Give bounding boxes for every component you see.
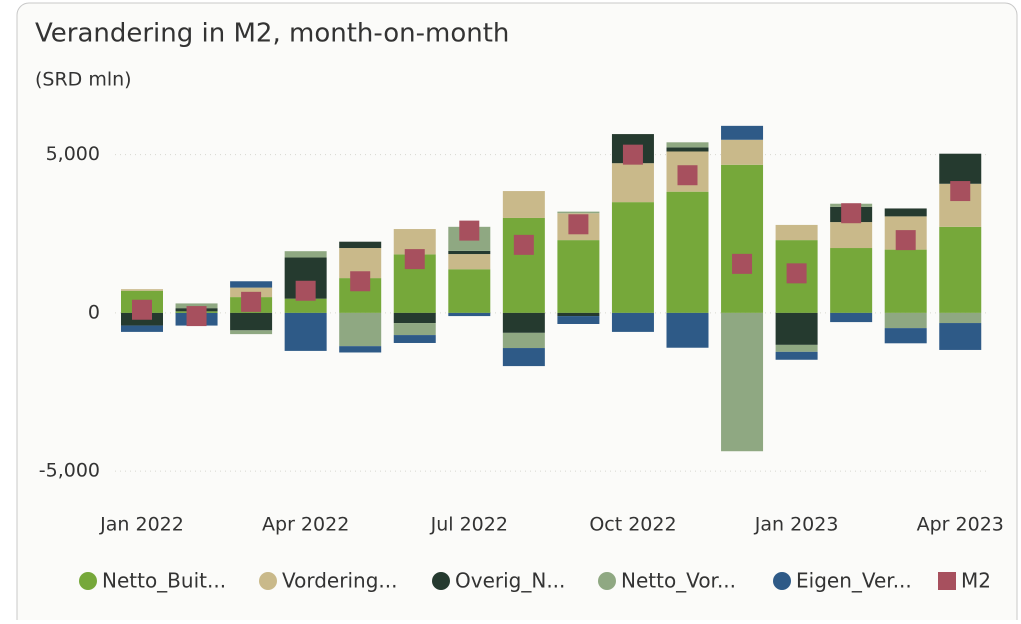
bar-segment [775,351,818,360]
bar-segment [284,251,327,258]
legend-swatch [432,572,450,590]
y-tick-label: -5,000 [39,460,100,482]
m2-marker [622,144,643,165]
bar-segment [339,346,382,353]
m2-marker [786,263,807,284]
m2-marker [568,214,589,235]
bar-segment [175,303,218,309]
chart-title: Verandering in M2, month-on-month [35,19,509,49]
bar-segment [557,312,600,317]
y-tick-label: 0 [88,301,100,323]
bar-segment [502,217,545,313]
bar-segment [884,312,927,329]
m2-marker [950,181,971,202]
m2-marker [350,271,371,292]
m2-marker [241,291,262,312]
x-tick-label: Apr 2022 [262,514,349,536]
bar-segment [939,312,982,324]
legend-swatch [598,572,616,590]
m2-marker [295,280,316,301]
legend-label: Eigen_Ver... [796,569,912,593]
bar-segment [230,281,273,288]
bar-segment [721,139,764,165]
legend-label: Netto_Buit... [102,569,226,593]
bar-segment [339,241,382,249]
bar-segment [284,312,327,351]
bar-segment [121,325,163,332]
legend-label: Vordering... [282,569,397,593]
bar-segment [830,248,873,313]
bar-segment [721,312,764,452]
bar-segment [121,289,163,291]
bar-segment [830,312,873,323]
y-tick-label: 5,000 [46,143,100,165]
x-tick-label: Apr 2023 [917,514,1004,536]
m2-marker [895,230,916,251]
x-tick-label: Oct 2022 [589,514,676,536]
bar-segment [502,332,545,349]
bar-segment [775,224,818,241]
bar-segment [230,312,273,331]
m2-marker [132,299,152,320]
legend-label: Overig_N... [455,569,565,593]
bar-segment [721,164,764,313]
bar-segment [939,323,982,350]
bar-segment [775,344,818,352]
bar-segment [939,153,982,184]
legend-swatch [773,572,791,590]
legend-label: Netto_Vor... [621,569,736,593]
bar-segment [884,249,927,313]
bar-segment [557,316,600,324]
bar-segment [666,147,709,152]
m2-marker [459,220,480,241]
bar-segment [611,163,654,203]
bar-segment [611,202,654,313]
m2-marker [513,234,534,255]
m2-marker [677,165,698,186]
x-tick-label: Jul 2022 [430,514,508,536]
bar-segment [557,211,600,214]
bar-segment [939,226,982,313]
bar-segment [884,208,927,217]
m2-marker [841,203,862,224]
x-tick-label: Jan 2022 [99,514,184,536]
bar-segment [393,312,436,324]
bar-segment [502,191,545,218]
bar-segment [502,348,545,367]
bar-segment [448,254,491,270]
bar-segment [284,298,327,313]
bar-segment [666,191,709,313]
bar-segment [448,250,491,255]
bar-segment [393,335,436,343]
m2-marker [186,306,207,327]
bar-segment [502,312,545,333]
legend-swatch [259,572,277,590]
bar-segment [775,312,818,345]
x-tick-label: Jan 2023 [754,514,839,536]
legend-swatch [79,572,97,590]
bar-segment [666,312,709,348]
m2-marker [732,253,753,274]
bar-segment [393,323,436,336]
bar-segment [230,330,273,335]
bar-segment [884,328,927,344]
legend-label: M2 [961,569,991,593]
bar-segment [666,142,709,148]
legend-swatch [938,572,956,590]
bar-segment [448,269,491,313]
bar-segment [611,312,654,332]
bar-segment [339,312,382,347]
bar-segment [557,240,600,313]
bar-segment [448,312,491,317]
bar-segment [721,125,764,140]
chart-subtitle: (SRD mln) [35,69,132,91]
m2-marker [404,249,425,270]
bar-segment [830,222,873,249]
